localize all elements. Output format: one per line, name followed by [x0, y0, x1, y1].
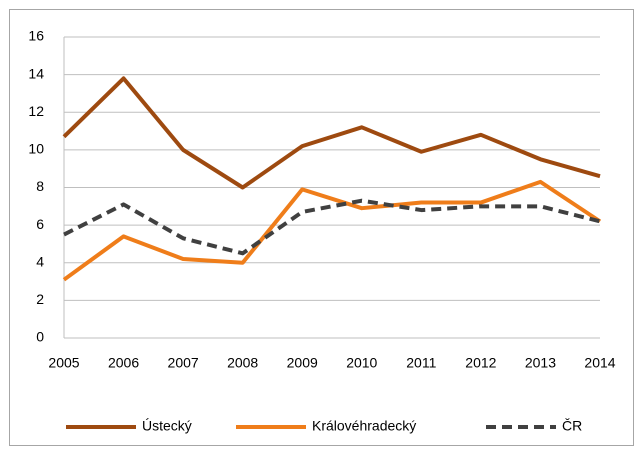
x-tick-label: 2006 [108, 355, 139, 371]
y-tick-label: 10 [28, 141, 44, 157]
series-line [62, 179, 602, 282]
x-tick-label: 2005 [48, 355, 79, 371]
x-tick-label: 2008 [227, 355, 258, 371]
y-tick-label: 16 [28, 28, 44, 44]
legend-label: Ústecký [142, 418, 192, 434]
x-tick-label: 2010 [346, 355, 377, 371]
y-tick-label: 8 [36, 178, 44, 194]
y-tick-label: 4 [36, 253, 44, 269]
y-tick-label: 12 [28, 103, 44, 119]
x-tick-label: 2012 [465, 355, 496, 371]
series-line [63, 198, 601, 256]
chart-border [9, 9, 634, 446]
y-tick-label: 14 [28, 65, 44, 81]
x-tick-label: 2007 [168, 355, 199, 371]
x-tick-label: 2013 [525, 355, 556, 371]
legend-label: Královéhradecký [312, 418, 416, 434]
y-tick-label: 2 [36, 291, 44, 307]
series-line [62, 76, 601, 190]
x-tick-label: 2014 [584, 355, 615, 371]
x-tick-label: 2009 [287, 355, 318, 371]
x-tick-label: 2011 [406, 355, 436, 371]
y-tick-label: 6 [36, 216, 44, 232]
legend-label: ČR [562, 418, 582, 434]
y-tick-label: 0 [36, 329, 44, 345]
